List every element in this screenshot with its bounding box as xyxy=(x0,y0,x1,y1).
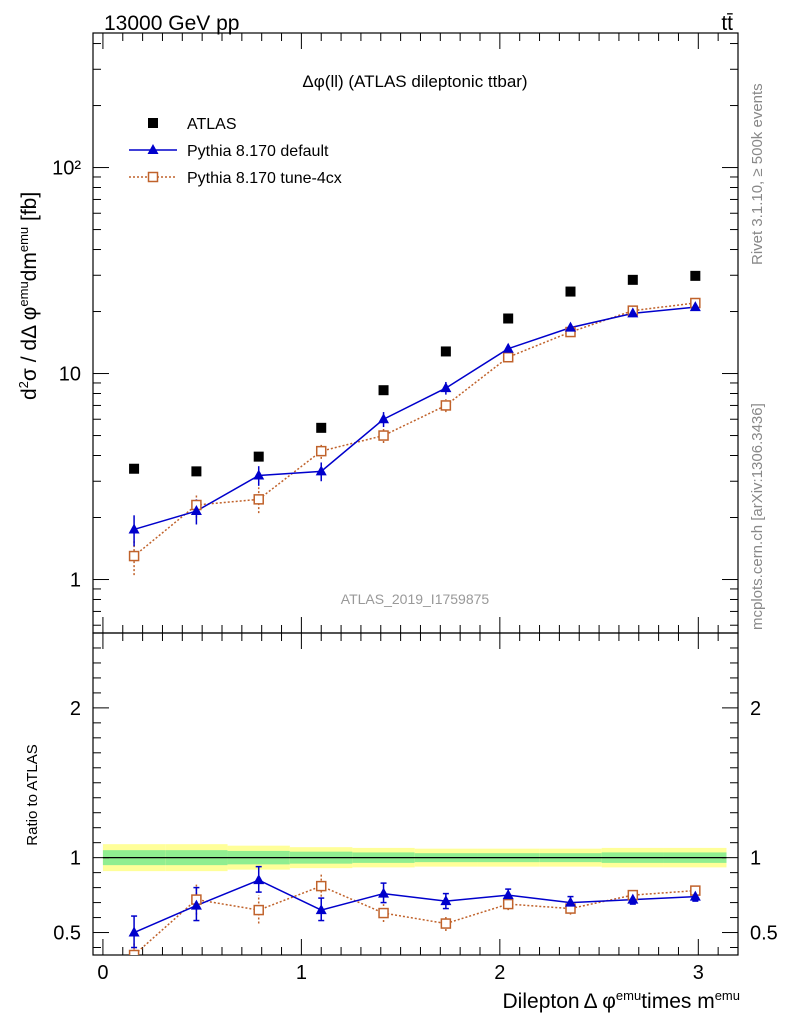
y-tick-label: 10 xyxy=(59,364,81,386)
ratio-marks xyxy=(128,865,701,955)
mcplots-label: mcplots.cern.ch [arXiv:1306.3436] xyxy=(749,403,766,630)
legend-label: ATLAS xyxy=(187,116,237,133)
atlas-point xyxy=(503,313,514,324)
rivet-label: Rivet 3.1.10, ≥ 500k events xyxy=(749,83,766,265)
ratio-tune-point xyxy=(315,880,327,892)
watermark: ATLAS_2019_I1759875 xyxy=(341,591,490,607)
tune-point xyxy=(378,430,389,441)
y-axis-label: d2σ / dΔ φemudmemu [fb] xyxy=(16,192,41,400)
ratio-default-point xyxy=(440,895,452,906)
header-right: tt̄ xyxy=(721,12,733,35)
main-panel: 1 10 10² Δφ(ll) (ATLAS dileptonic ttbar) A… xyxy=(16,32,739,634)
ratio-tune-point xyxy=(253,904,264,916)
tune-point xyxy=(315,445,327,457)
legend: ATLAS Pythia 8.170 default Pythia 8.170 tu… xyxy=(129,116,342,187)
ratio-y-tick-label: 0.5 xyxy=(53,923,81,945)
default-point xyxy=(190,505,202,516)
default-point xyxy=(564,321,576,332)
atlas-point xyxy=(191,466,202,477)
default-point xyxy=(627,307,639,318)
legend-default-marker xyxy=(147,144,159,154)
ratio-tune-point xyxy=(378,907,389,919)
tune-point xyxy=(128,550,140,562)
default-point xyxy=(440,382,452,393)
x-tick-label: 2 xyxy=(494,962,505,984)
tune-point xyxy=(502,351,514,363)
ratio-y-tick-label-right: 2 xyxy=(750,698,761,720)
atlas-point xyxy=(565,286,576,297)
default-point xyxy=(378,413,390,424)
ratio-y-label: Ratio to ATLAS xyxy=(24,744,41,845)
default-line xyxy=(133,306,696,531)
ratio-default-point xyxy=(564,896,576,907)
ratio-default-point xyxy=(253,874,265,885)
plot-title: Δφ(ll) (ATLAS dileptonic ttbar) xyxy=(302,72,527,91)
ratio-series xyxy=(128,865,701,955)
ratio-tune-point xyxy=(502,898,514,910)
x-tick-label: 0 xyxy=(97,962,108,984)
x-tick-label: 1 xyxy=(296,962,307,984)
tune-line xyxy=(133,302,696,557)
ratio-default-point xyxy=(627,893,639,904)
ratio-default-point xyxy=(689,890,701,901)
main-marks xyxy=(128,270,701,576)
ratio-frame xyxy=(92,632,739,956)
x-axis-label: Dilepton Δ φemutimes memu xyxy=(503,988,740,1013)
atlas-point xyxy=(440,346,451,357)
ratio-default-point xyxy=(190,899,202,910)
main-ticks: 1 10 10² xyxy=(52,33,738,633)
ratio-default-point xyxy=(378,887,390,898)
ratio-default-point xyxy=(315,904,327,915)
ratio-ticks: 0.5 0.5 1 1 2 2 0 1 2 3 xyxy=(53,633,778,984)
ratio-band xyxy=(102,844,727,872)
ratio-default-point xyxy=(502,889,514,900)
ratio-default-line xyxy=(133,879,696,934)
ratio-tune-point xyxy=(440,918,452,929)
default-point xyxy=(689,301,701,312)
default-point xyxy=(502,342,514,353)
ratio-y-tick-label: 1 xyxy=(70,848,81,870)
ratio-tune-point xyxy=(128,949,140,955)
legend-label: Pythia 8.170 default xyxy=(187,143,329,160)
tune-point xyxy=(440,400,452,411)
header-left: 13000 GeV pp xyxy=(104,12,239,35)
x-tick-label: 3 xyxy=(693,962,704,984)
atlas-point xyxy=(378,385,389,396)
atlas-point xyxy=(253,451,264,462)
atlas-point xyxy=(627,274,638,285)
y-tick-label: 1 xyxy=(70,570,81,592)
atlas-point xyxy=(316,422,327,433)
legend-atlas-marker xyxy=(148,118,158,128)
y-tick-label: 10² xyxy=(52,158,81,180)
tune-point xyxy=(253,494,264,505)
ratio-y-tick-label: 2 xyxy=(70,698,81,720)
default-point xyxy=(253,469,265,480)
default-point xyxy=(315,465,327,476)
ratio-default-point xyxy=(128,926,140,937)
atlas-point xyxy=(129,463,140,474)
ratio-panel: 0.5 0.5 1 1 2 2 0 1 2 3 Ratio to ATLAS Dilepton Δ … xyxy=(24,632,778,1013)
legend-label: Pythia 8.170 tune-4cx xyxy=(187,170,342,187)
legend-tune-marker xyxy=(147,171,159,183)
atlas-point xyxy=(690,270,701,281)
ratio-y-tick-label-right: 1 xyxy=(750,848,761,870)
default-point xyxy=(128,523,140,534)
ratio-y-tick-label-right: 0.5 xyxy=(750,923,778,945)
